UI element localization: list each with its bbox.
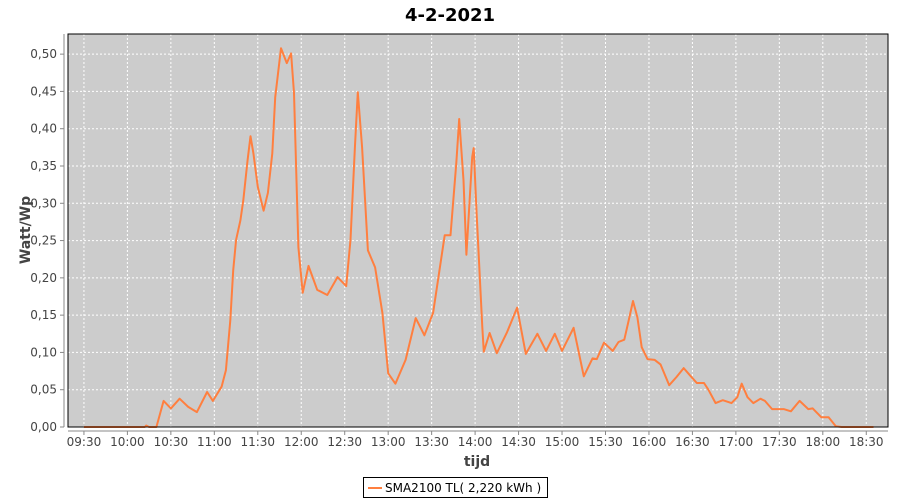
plot-border	[67, 33, 889, 428]
grid	[68, 34, 888, 428]
y-axis: 0,00 0,05 0,10 0,15 0,20 0,25 0,30 0,35 0,40 0,45…	[30, 34, 65, 434]
y-tick-label: 0,40	[30, 122, 57, 136]
x-tick-label: 13:30	[414, 435, 449, 449]
x-tick-label: 17:30	[762, 435, 797, 449]
x-axis-label: tijd	[464, 454, 490, 470]
x-tick-label: 18:30	[849, 435, 884, 449]
y-tick-label: 0,35	[30, 159, 57, 173]
x-tick-label: 09:30	[67, 435, 102, 449]
y-tick-label: 0,10	[30, 345, 57, 359]
x-tick-label: 16:30	[675, 435, 710, 449]
chart-title: 4-2-2021	[405, 5, 495, 26]
y-tick-label: 0,50	[30, 47, 57, 61]
x-tick-label: 10:00	[110, 435, 145, 449]
legend-swatch	[368, 486, 382, 489]
x-tick-label: 15:30	[588, 435, 623, 449]
x-tick-label: 12:30	[327, 435, 362, 449]
y-tick-label: 0,45	[30, 84, 57, 98]
x-tick-label: 13:00	[371, 435, 406, 449]
legend-label: SMA2100 TL( 2,220 kWh )	[385, 480, 542, 495]
y-tick-label: 0,20	[30, 271, 57, 285]
x-tick-label: 10:30	[154, 435, 189, 449]
x-tick-label: 12:00	[284, 435, 319, 449]
series-line-sma2100	[83, 47, 874, 428]
x-tick-label: 14:00	[458, 435, 493, 449]
y-axis-label: Watt/Wp	[18, 196, 34, 264]
x-tick-label: 11:00	[197, 435, 232, 449]
y-tick-label: 0,00	[30, 420, 57, 434]
y-tick-label: 0,30	[30, 196, 57, 210]
legend: SMA2100 TL( 2,220 kWh )	[363, 477, 549, 498]
x-tick-label: 18:00	[806, 435, 841, 449]
y-tick-label: 0,15	[30, 308, 57, 322]
x-tick-label: 17:00	[719, 435, 754, 449]
x-tick-label: 15:00	[545, 435, 580, 449]
x-tick-label: 16:00	[632, 435, 667, 449]
x-tick-label: 14:30	[501, 435, 536, 449]
y-tick-label: 0,25	[30, 234, 57, 248]
x-tick-label: 11:30	[240, 435, 275, 449]
x-axis: 09:30 10:00 10:30 11:00 11:30 12:00 12:30 13:00…	[67, 430, 888, 449]
y-tick-label: 0,05	[30, 383, 57, 397]
